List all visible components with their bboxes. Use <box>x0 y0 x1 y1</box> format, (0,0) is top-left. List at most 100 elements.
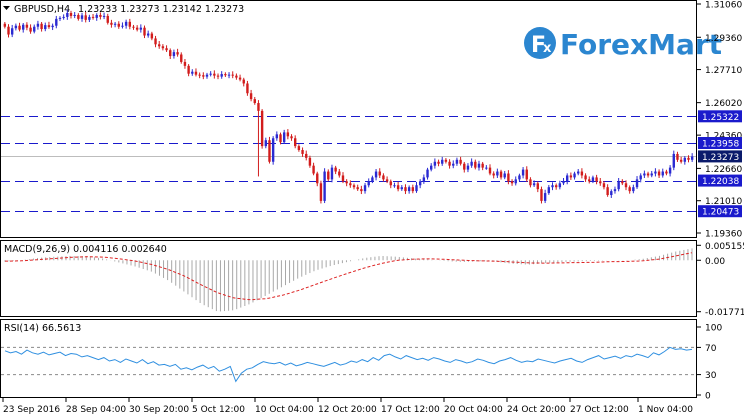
rsi-tick-label: 0 <box>705 392 711 402</box>
candle-body <box>411 187 415 192</box>
candle-body <box>257 103 260 111</box>
candle-body <box>345 181 348 184</box>
candle-body <box>40 23 43 30</box>
candle-body <box>396 185 400 190</box>
candle-body <box>143 27 146 36</box>
candle-body <box>650 173 653 176</box>
candle-body <box>503 173 506 178</box>
price-tick-label: 1.26020 <box>705 99 742 109</box>
candle-body <box>135 27 139 30</box>
rsi-tick-label: 100 <box>705 324 722 334</box>
candle-body <box>665 171 668 174</box>
candle-body <box>124 21 128 26</box>
candle-body <box>271 138 275 162</box>
candle-body <box>29 27 32 32</box>
candle-body <box>176 52 179 55</box>
candle-body <box>690 156 694 160</box>
candle-body <box>367 181 370 186</box>
candle-body <box>220 74 223 77</box>
candle-body <box>286 132 290 137</box>
candle-body <box>66 13 69 17</box>
price-tick-label: 1.24360 <box>705 132 742 142</box>
candle-body <box>113 23 117 25</box>
candle-body <box>172 52 176 57</box>
candle-body <box>507 173 510 182</box>
candle-body <box>595 177 598 182</box>
candle-body <box>47 25 51 28</box>
candle-body <box>150 33 154 39</box>
candle-body <box>547 187 551 194</box>
candle-body <box>382 175 385 180</box>
brand-name: ForexMart <box>560 28 722 61</box>
price-tick-label: 1.19360 <box>705 230 742 240</box>
candle-body <box>349 183 352 186</box>
time-tick-label: 5 Oct 12:00 <box>192 405 245 414</box>
candle-body <box>617 181 620 190</box>
candle-body <box>378 171 381 176</box>
candle-body <box>441 159 444 164</box>
candle-body <box>584 175 587 180</box>
candle-body <box>646 173 650 176</box>
macd-tick-label: 0.005155 <box>705 242 744 252</box>
candle-body <box>635 179 639 188</box>
candle-body <box>216 75 220 77</box>
candle-body <box>279 134 282 143</box>
candle-body <box>187 65 190 74</box>
candle-body <box>334 167 337 172</box>
candle-body <box>477 163 481 168</box>
candle-body <box>657 171 661 176</box>
candle-body <box>33 26 36 32</box>
candle-body <box>264 140 268 147</box>
candle-body <box>297 146 301 151</box>
candle-body <box>169 50 172 57</box>
candle-body <box>227 74 231 76</box>
level-tag-label: 1.22038 <box>702 177 739 187</box>
candle-body <box>455 159 459 164</box>
candle-body <box>316 173 319 184</box>
candle-body <box>683 157 687 162</box>
time-tick-label: 27 Oct 12:00 <box>570 405 629 414</box>
candle-body <box>668 167 672 174</box>
candle-body <box>58 17 62 19</box>
candle-body <box>573 173 576 178</box>
logo-letter-x: x <box>543 41 552 56</box>
candle-body <box>51 25 54 28</box>
candle-body <box>146 33 150 36</box>
candle-body <box>319 183 323 201</box>
candle-body <box>588 179 591 182</box>
candle-body <box>687 157 690 160</box>
candle-body <box>422 177 426 182</box>
candle-body <box>253 99 256 104</box>
candle-body <box>282 132 286 143</box>
candle-body <box>7 26 10 35</box>
candle-body <box>352 185 356 188</box>
candle-body <box>338 171 341 176</box>
logo-letter: F <box>531 33 546 58</box>
candle-body <box>540 189 543 201</box>
candle-body <box>602 183 606 188</box>
macd-title: MACD(9,26,9) 0.004116 0.002640 <box>4 244 167 255</box>
current-price-tag <box>698 150 742 163</box>
candle-body <box>323 171 326 201</box>
candle-body <box>117 23 120 27</box>
candle-body <box>341 175 345 182</box>
candle-body <box>3 23 7 27</box>
candle-body <box>554 185 558 188</box>
ohlc-values: 1.23233 1.23273 1.23142 1.23273 <box>78 4 244 15</box>
candle-body <box>632 187 635 192</box>
price-panel <box>0 0 697 238</box>
candle-body <box>407 187 411 192</box>
candle-body <box>400 187 403 190</box>
candle-body <box>275 134 279 139</box>
candle-body <box>676 153 679 160</box>
rsi-layer <box>1 346 696 383</box>
time-tick-label: 17 Oct 12:00 <box>381 405 440 414</box>
dropdown-triangle-icon[interactable] <box>3 6 10 10</box>
candle-body <box>580 171 584 176</box>
candle-body <box>565 175 569 182</box>
candle-body <box>235 75 238 78</box>
candle-body <box>99 14 102 17</box>
